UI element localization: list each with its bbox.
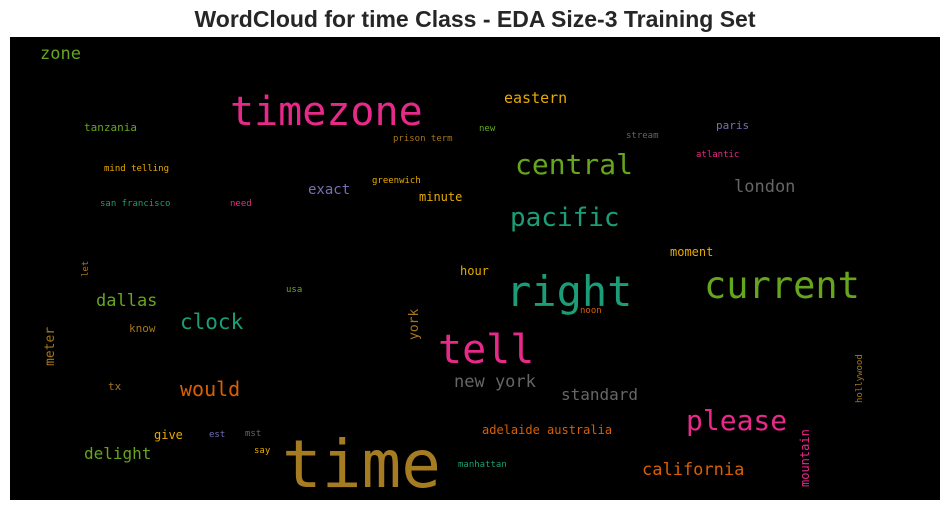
- word-would: would: [180, 377, 241, 401]
- word-dallas: dallas: [96, 291, 158, 311]
- word-need: need: [230, 199, 252, 209]
- word-tx: tx: [108, 380, 122, 393]
- word-mind-telling: mind telling: [104, 164, 170, 174]
- word-york: york: [407, 308, 422, 340]
- word-new: new: [479, 124, 496, 134]
- word-noon: noon: [580, 306, 602, 316]
- word-est: est: [209, 430, 226, 440]
- word-greenwich: greenwich: [372, 176, 421, 186]
- word-atlantic: atlantic: [696, 150, 740, 160]
- word-say: say: [254, 446, 271, 456]
- word-moment: moment: [670, 245, 714, 259]
- word-give: give: [154, 428, 183, 442]
- word-adelaide-australia: adelaide australia: [482, 423, 613, 437]
- word-delight: delight: [84, 444, 152, 463]
- word-california: california: [642, 460, 745, 480]
- word-standard: standard: [561, 385, 639, 404]
- word-paris: paris: [716, 119, 750, 132]
- word-new-york: new york: [454, 372, 536, 392]
- word-usa: usa: [286, 285, 303, 295]
- word-clock: clock: [180, 310, 244, 334]
- word-tell: tell: [438, 327, 535, 373]
- word-zone: zone: [40, 44, 81, 64]
- word-stream: stream: [626, 131, 659, 141]
- chart-title: WordCloud for time Class - EDA Size-3 Tr…: [194, 6, 756, 32]
- word-mst: mst: [245, 429, 262, 439]
- word-mountain: mountain: [798, 429, 812, 487]
- word-manhattan: manhattan: [458, 460, 507, 470]
- word-minute: minute: [419, 190, 463, 204]
- word-prison-term: prison term: [393, 134, 453, 144]
- word-meter: meter: [43, 326, 58, 366]
- word-london: london: [734, 177, 796, 197]
- word-know: know: [129, 322, 156, 335]
- word-hollywood: hollywood: [855, 354, 865, 403]
- word-exact: exact: [308, 182, 351, 198]
- word-time: time: [282, 426, 441, 500]
- word-right: right: [506, 267, 633, 316]
- word-hour: hour: [460, 264, 489, 278]
- word-san-francisco: san francisco: [100, 199, 171, 209]
- word-pacific: pacific: [510, 203, 620, 233]
- word-cloud-canvas: time timezone right current tell central…: [10, 37, 940, 500]
- word-central: central: [515, 148, 634, 181]
- word-current: current: [704, 264, 860, 307]
- word-please: please: [686, 404, 788, 437]
- word-let: let: [81, 260, 91, 277]
- word-eastern: eastern: [504, 89, 568, 107]
- word-tanzania: tanzania: [84, 121, 137, 134]
- word-timezone: timezone: [230, 89, 423, 135]
